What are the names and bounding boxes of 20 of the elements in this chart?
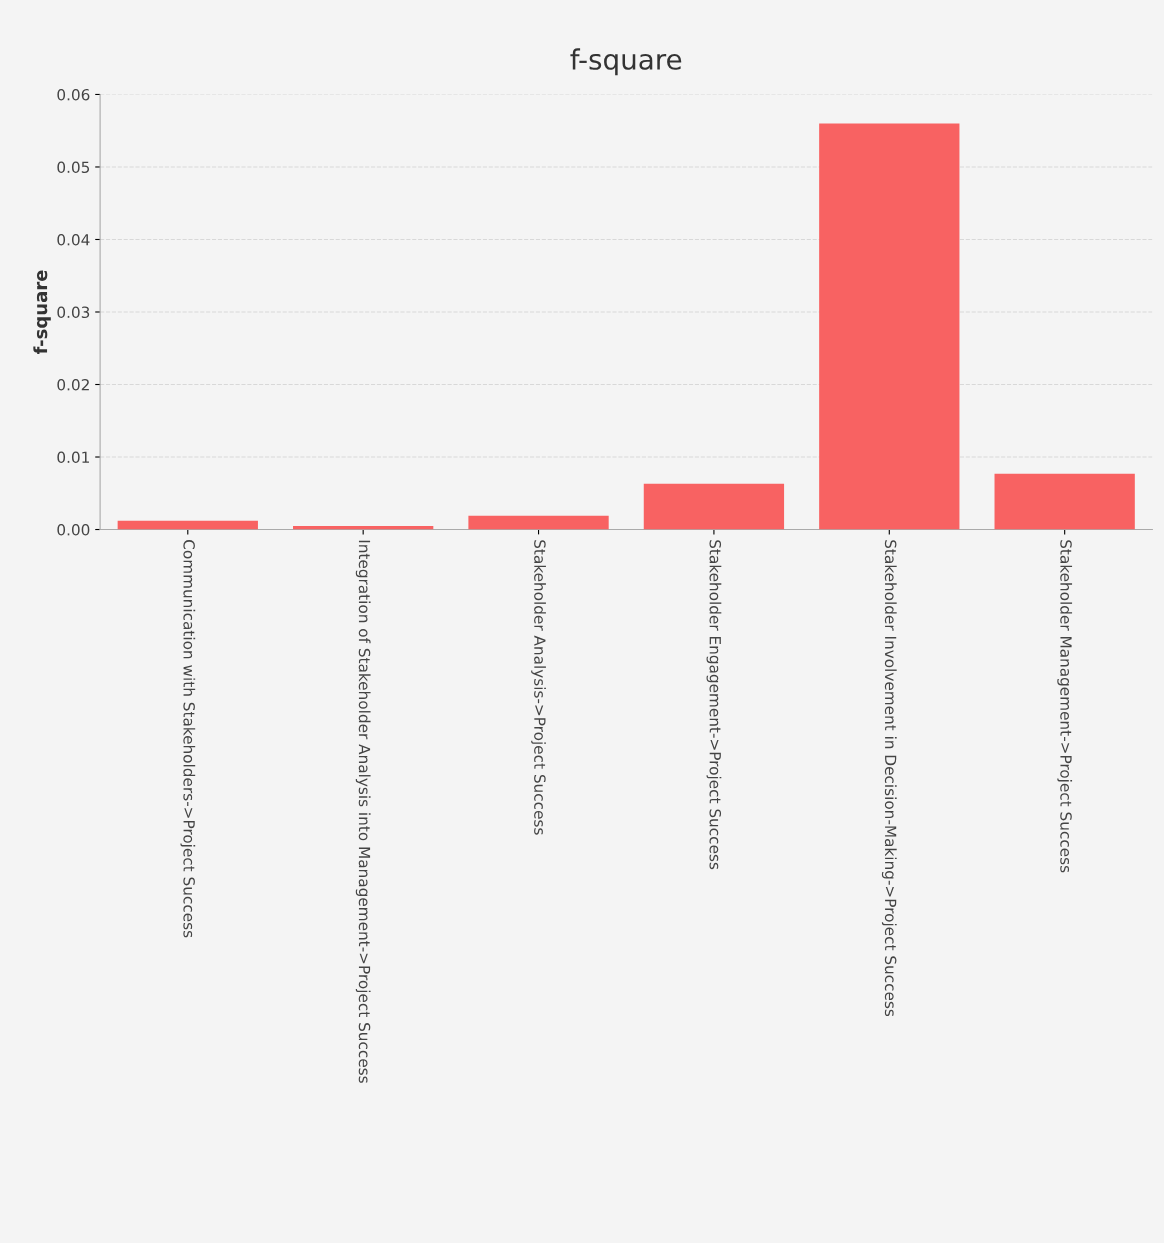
x-tick-label: Integration of Stakeholder Analysis into Management->Project Success: [355, 540, 371, 1083]
chart-title: f-square: [570, 48, 682, 76]
x-tick-label: Stakeholder Management->Project Success: [1057, 540, 1073, 873]
bar: [994, 473, 1135, 530]
x-tick-label: Stakeholder Analysis->Project Success: [531, 540, 546, 835]
x-tick-label: Stakeholder Involvement in Decision-Making->Project Success: [881, 540, 897, 1017]
x-tick-label: Communication with Stakeholders->Project Success: [180, 540, 196, 938]
bar: [643, 483, 785, 530]
y-tick-label: 0.00: [57, 523, 90, 536]
y-tick-label: 0.03: [57, 306, 90, 319]
y-tick-label: 0.05: [57, 161, 90, 173]
bar: [117, 520, 258, 530]
y-tick-label: 0.06: [57, 88, 90, 101]
bar: [468, 515, 609, 530]
bar: [819, 123, 960, 530]
x-tick-label: Stakeholder Engagement->Project Success: [706, 540, 722, 870]
y-tick-label: 0.04: [57, 233, 90, 246]
y-tick-label: 0.01: [57, 451, 89, 464]
y-tick-label: 0.02: [57, 378, 89, 391]
y-axis-title: f-square: [33, 270, 51, 355]
